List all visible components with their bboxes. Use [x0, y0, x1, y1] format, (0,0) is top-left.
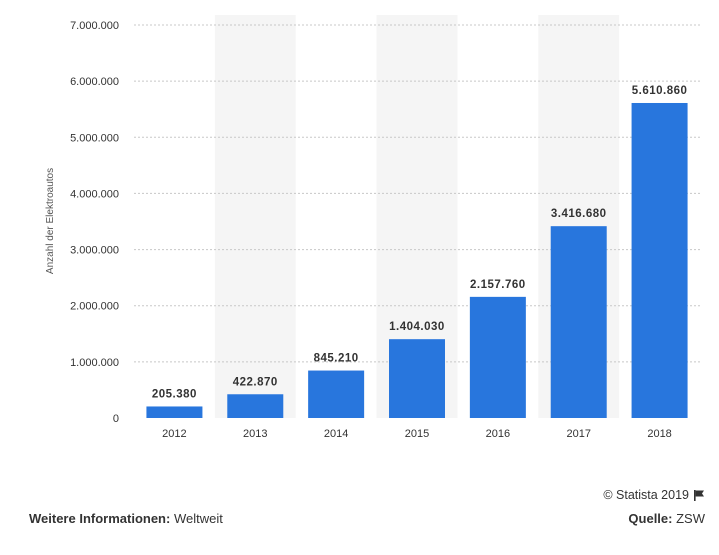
- y-tick-label: 0: [113, 413, 119, 425]
- alternating-bands: [214, 15, 620, 418]
- bar: [308, 370, 365, 418]
- bar: [146, 406, 203, 418]
- y-tick-label: 3.000.000: [70, 245, 119, 257]
- x-tick-label: 2014: [324, 428, 348, 440]
- value-label: 5.610.860: [632, 85, 688, 97]
- value-label: 422.870: [233, 376, 278, 388]
- bar: [227, 394, 284, 418]
- x-tick-label: 2016: [486, 428, 510, 440]
- x-axis-ticks: 2012 2013 2014 2015 2016 2017 2018: [162, 428, 672, 440]
- bars: [146, 102, 688, 418]
- more-info-value: Weltweit: [173, 511, 223, 526]
- y-tick-label: 2.000.000: [70, 301, 119, 313]
- statista-credit: © Statista 2019: [603, 488, 705, 502]
- band: [214, 15, 296, 418]
- y-tick-label: 7.000.000: [70, 20, 119, 32]
- y-tick-label: 5.000.000: [70, 132, 119, 144]
- x-tick-label: 2015: [405, 428, 429, 440]
- x-tick-label: 2012: [162, 428, 186, 440]
- y-axis-label: Anzahl der Elektroautos: [45, 168, 56, 274]
- y-tick-label: 6.000.000: [70, 76, 119, 88]
- bar: [550, 226, 607, 418]
- source: Quelle: ZSW: [628, 511, 705, 526]
- flag-icon[interactable]: [693, 489, 705, 501]
- value-label: 845.210: [314, 353, 359, 365]
- x-tick-label: 2018: [647, 428, 671, 440]
- more-info: Weitere Informationen: Weltweit: [29, 511, 223, 526]
- credit-text: © Statista 2019: [603, 488, 689, 502]
- y-axis-ticks: 0 1.000.000 2.000.000 3.000.000 4.000.000 5.0…: [70, 20, 119, 425]
- y-tick-label: 1.000.000: [70, 357, 119, 369]
- x-tick-label: 2017: [566, 428, 590, 440]
- value-labels: 205.380 422.870 845.210 1.404.030 2.157.760 3…: [152, 85, 688, 400]
- value-label: 2.157.760: [470, 279, 526, 291]
- x-tick-label: 2013: [243, 428, 267, 440]
- value-label: 205.380: [152, 388, 197, 400]
- y-tick-label: 4.000.000: [70, 188, 119, 200]
- more-info-label: Weitere Informationen:: [29, 511, 171, 526]
- value-label: 1.404.030: [389, 321, 445, 333]
- bar: [389, 339, 445, 418]
- source-label: Quelle:: [628, 511, 673, 526]
- bar: [631, 102, 688, 418]
- bar: [469, 296, 526, 418]
- value-label: 3.416.680: [551, 208, 607, 220]
- bar-chart: 0 1.000.000 2.000.000 3.000.000 4.000.000 5.0…: [45, 15, 700, 440]
- source-value: ZSW: [676, 511, 705, 526]
